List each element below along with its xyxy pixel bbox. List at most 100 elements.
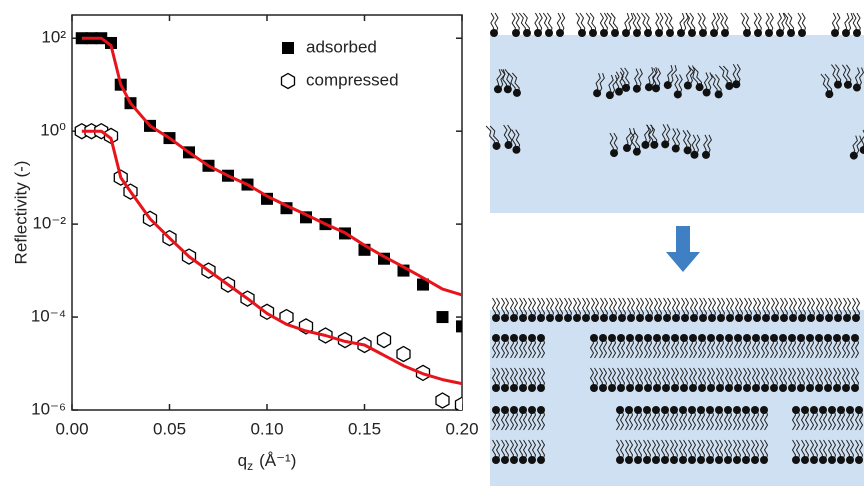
lipid-head	[742, 456, 750, 464]
y-tick-label: 10⁻²	[32, 214, 66, 233]
lipid-tail	[773, 337, 779, 359]
lipid-tail	[809, 367, 815, 389]
lipid	[599, 297, 609, 322]
lipid-tail	[831, 439, 837, 461]
lipid-tail	[710, 367, 716, 389]
lipid-head	[707, 334, 715, 342]
lipid-tail	[822, 439, 828, 461]
lipid-head	[528, 314, 536, 322]
lipid-tail	[495, 337, 501, 359]
lipid-head	[492, 141, 501, 150]
lipid	[518, 406, 528, 431]
lipid	[593, 73, 605, 98]
lipid	[733, 367, 743, 392]
marker-square	[75, 32, 88, 45]
lipid-tail	[689, 65, 696, 86]
lipid-tail	[678, 74, 683, 95]
lipid-tail	[507, 124, 513, 146]
lipid	[832, 367, 842, 392]
lipid	[598, 334, 608, 359]
lipid-tail	[711, 297, 717, 319]
lipid-head	[673, 90, 682, 99]
lipid-head	[714, 90, 723, 99]
lipid-tail	[593, 367, 599, 389]
lipid-head	[663, 314, 671, 322]
lipid-head	[792, 456, 800, 464]
lipid-head	[671, 384, 679, 392]
lipid	[500, 439, 510, 464]
lipid	[783, 12, 795, 37]
lipid-tail	[765, 297, 771, 319]
lipid-head	[852, 314, 860, 322]
lipid-head	[564, 314, 572, 322]
lipid	[536, 367, 546, 392]
lipid-tail	[858, 67, 864, 88]
lipid-tail	[540, 409, 546, 431]
lipid	[527, 406, 537, 431]
lipid-head	[611, 29, 619, 37]
lipid	[534, 12, 543, 37]
lipid-tail	[598, 73, 605, 94]
lipid	[724, 367, 734, 392]
lipid-tail	[619, 439, 625, 461]
lipid	[629, 131, 641, 156]
lipid-tail	[674, 367, 680, 389]
lipid-tail	[723, 12, 729, 34]
lipid	[590, 297, 600, 322]
lipid-head	[661, 456, 669, 464]
lipid-head	[503, 85, 512, 94]
x-axis-label: qz (Å⁻¹)	[238, 451, 297, 473]
lipid	[797, 12, 806, 37]
lipid-head	[652, 456, 660, 464]
lipid-tail	[763, 409, 769, 431]
lipid-tail	[522, 367, 528, 389]
y-axis-label: Reflectivity (-)	[11, 161, 30, 265]
lipid	[527, 439, 537, 464]
lipid-tail	[531, 367, 537, 389]
lipid	[682, 130, 692, 155]
lipid	[615, 406, 625, 431]
lipid	[536, 439, 546, 464]
lipid-head	[828, 406, 836, 414]
lipid-tail	[650, 124, 658, 145]
lipid-head	[625, 456, 633, 464]
lipid-tail	[673, 439, 679, 461]
lipid-head	[825, 90, 834, 99]
lipid	[518, 439, 528, 464]
legend-label: compressed	[306, 70, 399, 89]
lipid	[644, 67, 658, 92]
lipid-tail	[745, 439, 751, 461]
lipid-tail	[707, 134, 712, 156]
lipid	[581, 297, 591, 322]
lipid-head	[528, 384, 536, 392]
lipid-tail	[540, 337, 546, 359]
lipid	[732, 406, 742, 431]
lipid-head	[807, 314, 815, 322]
lipid-tail	[754, 439, 760, 461]
lipid-head	[593, 89, 602, 98]
lipid-head	[528, 456, 536, 464]
lipid-tail	[836, 337, 842, 359]
lipid-head	[666, 29, 674, 37]
lipid-head	[519, 406, 527, 414]
lipid-tail	[693, 297, 699, 319]
lipid-head	[721, 29, 729, 37]
lipid-head	[501, 456, 509, 464]
lipid	[669, 406, 679, 431]
marker-hexagon	[280, 72, 296, 90]
lipid-tail	[594, 297, 600, 319]
lipid-head	[625, 406, 633, 414]
lipid	[716, 297, 726, 322]
lipid-tail	[822, 409, 828, 431]
lipid-tail	[856, 12, 861, 34]
lipid-tail	[613, 132, 618, 154]
lipid-head	[852, 83, 861, 92]
lipid	[845, 439, 855, 464]
lipid-head	[626, 384, 634, 392]
lipid	[679, 367, 689, 392]
lipid-tail	[665, 337, 671, 359]
lipid-head	[528, 334, 536, 342]
lipid-tail	[845, 337, 851, 359]
x-tick-label: 0.00	[55, 419, 88, 438]
